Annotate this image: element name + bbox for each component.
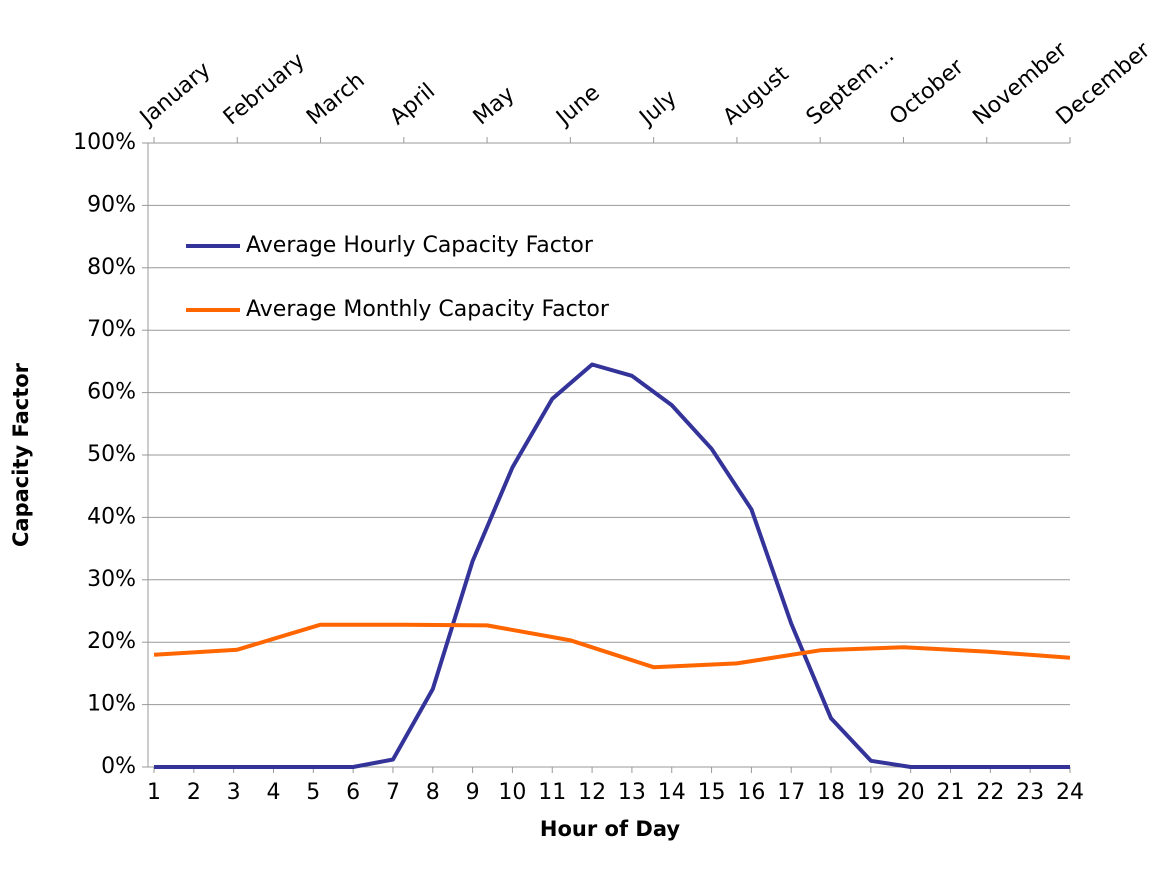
y-tick-label: 100% (73, 130, 136, 155)
x-tick-label: 19 (857, 780, 885, 805)
y-tick-label: 20% (87, 629, 136, 654)
x-tick-label: 11 (538, 780, 566, 805)
x-tick-label: 8 (426, 780, 440, 805)
x2-tick-label: February (219, 48, 310, 130)
x2-tick-label: April (385, 79, 440, 130)
x-tick-label: 23 (1016, 780, 1044, 805)
x2-tick-label: October (885, 54, 969, 130)
x-tick-label: 18 (817, 780, 845, 805)
x2-tick-label: May (469, 82, 520, 130)
x-tick-label: 20 (897, 780, 925, 805)
legend-label: Average Hourly Capacity Factor (246, 233, 594, 258)
x-tick-label: 10 (498, 780, 526, 805)
y-tick-label: 30% (87, 567, 136, 592)
x-axis-title: Hour of Day (540, 817, 680, 841)
x-tick-label: 24 (1056, 780, 1084, 805)
x-tick-label: 13 (618, 780, 646, 805)
x-tick-label: 9 (466, 780, 480, 805)
x-tick-label: 16 (737, 780, 765, 805)
y-tick-label: 90% (87, 192, 136, 217)
x2-tick-label: March (302, 68, 369, 130)
x-tick-label: 7 (386, 780, 400, 805)
y-tick-label: 10% (87, 692, 136, 717)
x2-tick-label: July (634, 86, 682, 132)
line-series (154, 362, 1070, 769)
x2-tick-label: Septem... (802, 43, 899, 130)
x-tick-label: 2 (187, 780, 201, 805)
y-tick-label: 0% (101, 754, 136, 779)
x-tick-label: 1 (147, 780, 161, 805)
y-tick-label: 40% (87, 504, 136, 529)
x-tick-label: 14 (658, 780, 686, 805)
x2-tick-label: August (719, 61, 794, 130)
x-tick-label: 17 (777, 780, 805, 805)
x-tick-label: 21 (937, 780, 965, 805)
y-tick-label: 80% (87, 255, 136, 280)
x-tick-label: 4 (266, 780, 280, 805)
x-tick-label: 3 (227, 780, 241, 805)
y-axis-title: Capacity Factor (9, 362, 33, 547)
x-tick-label: 12 (578, 780, 606, 805)
y-tick-label: 60% (87, 380, 136, 405)
x-tick-label: 5 (306, 780, 320, 805)
x-tick-label: 15 (698, 780, 726, 805)
y-tick-label: 70% (87, 317, 136, 342)
y-tick-label: 50% (87, 442, 136, 467)
x-tick-label: 6 (346, 780, 360, 805)
x2-tick-label: June (550, 80, 604, 131)
x-tick-label: 22 (976, 780, 1004, 805)
legend-label: Average Monthly Capacity Factor (246, 297, 610, 322)
x2-tick-label: January (134, 57, 215, 131)
line-series (153, 622, 1071, 670)
